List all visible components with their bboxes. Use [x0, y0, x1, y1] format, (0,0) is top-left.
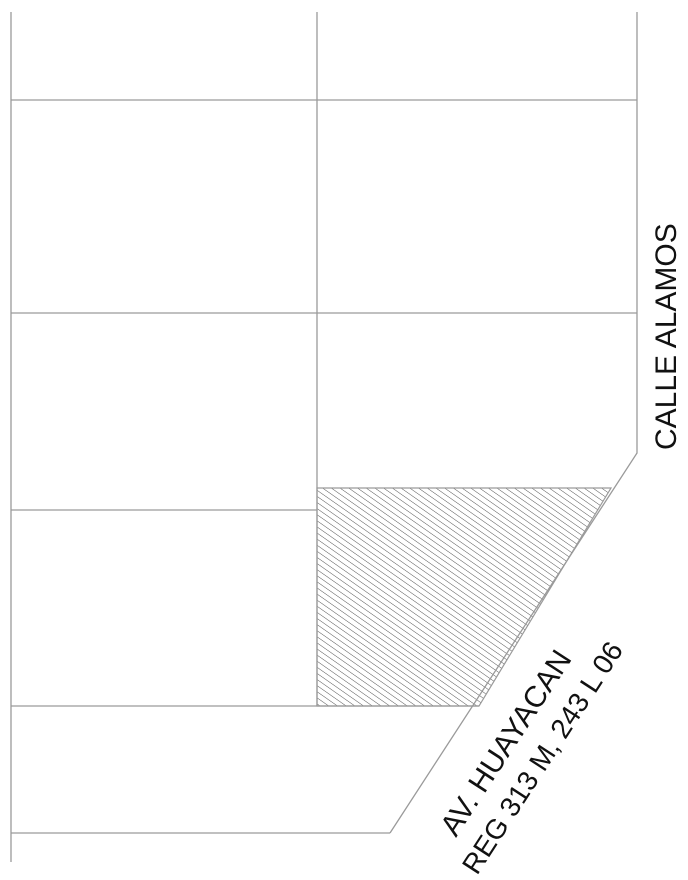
- avenue-edge-line: [389, 450, 638, 834]
- street-label-calle-alamos: CALLE ALAMOS: [650, 223, 683, 450]
